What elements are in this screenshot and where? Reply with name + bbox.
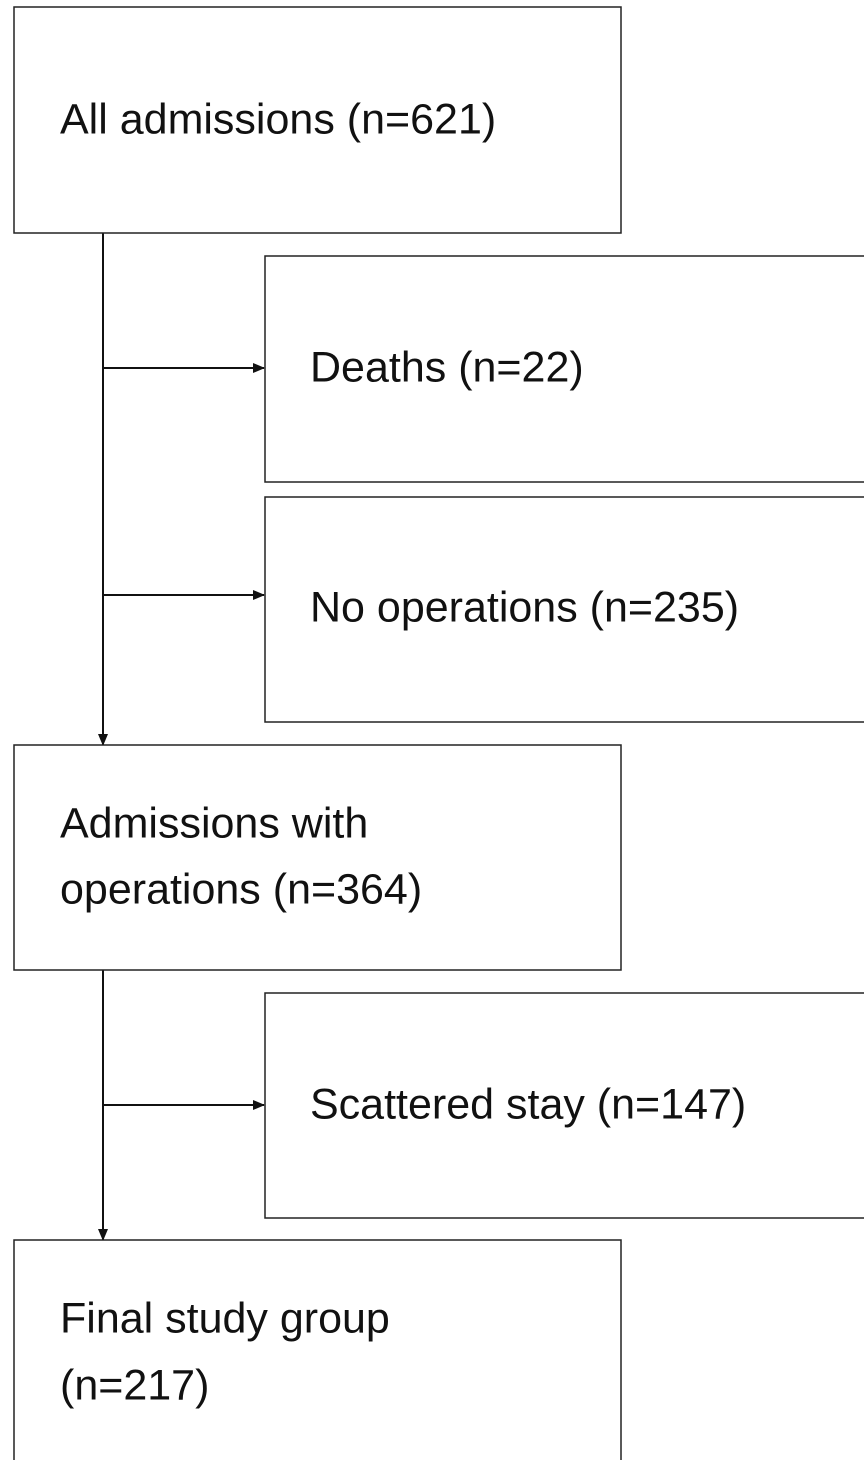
box [13,744,622,971]
box-label: Admissions with [60,799,368,847]
box [264,992,864,1219]
box [13,1239,622,1460]
box-label: Deaths (n=22) [310,343,584,391]
box-label: Scattered stay (n=147) [310,1080,746,1128]
box-label: Final study group [60,1294,390,1342]
box [264,255,864,483]
box-label: All admissions (n=621) [60,95,496,143]
box-label: No operations (n=235) [310,583,739,631]
box-label: operations (n=364) [60,865,422,913]
box [13,6,622,234]
box-label: (n=217) [60,1361,209,1409]
box [264,496,864,723]
